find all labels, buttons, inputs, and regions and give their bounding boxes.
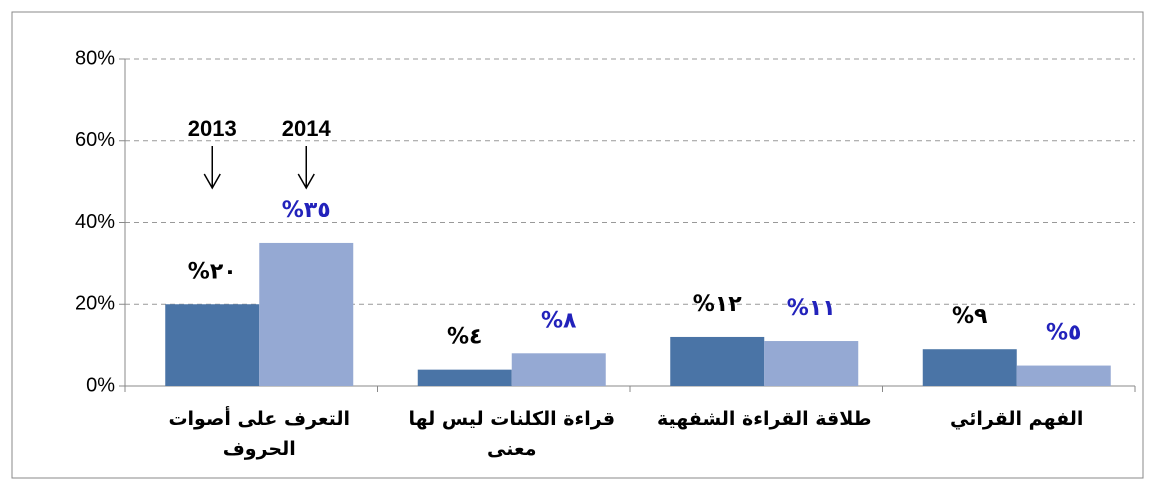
- y-tick-label: 20%: [75, 293, 115, 315]
- bar: [165, 304, 260, 386]
- bar: [417, 369, 512, 386]
- arrow-head: [297, 173, 315, 190]
- value-label: %١١: [787, 296, 836, 321]
- y-tick-label: 60%: [75, 129, 115, 151]
- value-label: %٤: [447, 325, 482, 350]
- x-tick-label: قراءة الكلنات ليس لها معنى: [408, 408, 616, 460]
- x-tick-label: طلاقة القراءة الشفهية: [656, 408, 872, 430]
- arrow-head: [203, 173, 221, 190]
- bar: [511, 353, 606, 386]
- value-label: %٩: [952, 304, 987, 329]
- value-label: %٥: [1046, 321, 1081, 346]
- bar: [922, 349, 1017, 386]
- y-tick-label: 40%: [75, 211, 115, 233]
- value-label: %١٢: [693, 292, 742, 317]
- bar: [1016, 365, 1111, 386]
- x-tick-label: الفهم القرائي: [950, 408, 1084, 430]
- y-tick-label: 80%: [75, 47, 115, 69]
- chart-border: [11, 11, 1144, 479]
- bar: [764, 341, 859, 386]
- bar: [670, 336, 765, 386]
- value-label: %٣٥: [282, 198, 331, 223]
- bar: [259, 242, 354, 386]
- value-label: %٢٠: [188, 259, 237, 284]
- x-tick-label: التعرف على أصوات الحروف: [168, 408, 351, 460]
- y-tick-label: 0%: [86, 374, 115, 396]
- series-label: 2013: [188, 116, 237, 141]
- series-label: 2014: [282, 116, 332, 141]
- value-label: %٨: [541, 308, 577, 333]
